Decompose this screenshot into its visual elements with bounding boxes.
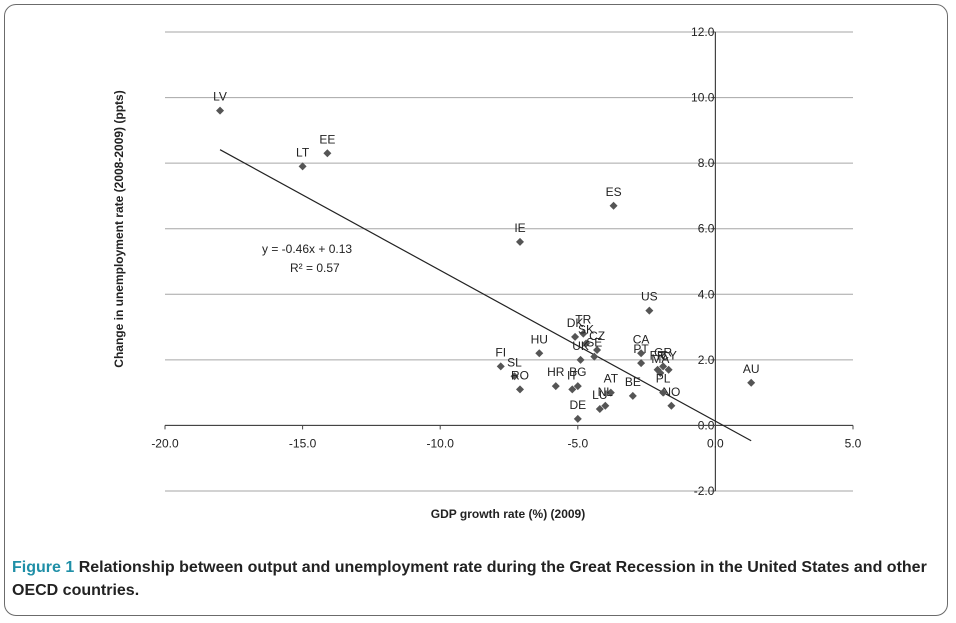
data-point	[573, 382, 582, 391]
data-point	[659, 388, 668, 397]
data-point	[571, 332, 580, 341]
data-point	[510, 372, 519, 381]
point-label: EE	[319, 132, 335, 146]
scatter-chart: -2.0 0.0 2.0 4.0 6.0 8.0 10.0 12.0 -20.0 -15.0 -1…	[112, 25, 862, 521]
y-tick-label: 8.0	[698, 156, 715, 170]
x-axis-title: GDP growth rate (%) (2009)	[431, 507, 585, 521]
point-label: LT	[296, 145, 310, 159]
point-label: AU	[743, 362, 760, 376]
point-label: LU	[592, 388, 607, 402]
data-point	[595, 405, 604, 414]
x-tick-label: -15.0	[289, 436, 317, 450]
point-label: GR	[654, 345, 672, 359]
trend-r-squared: R² = 0.57	[290, 261, 340, 275]
data-point	[601, 401, 610, 410]
point-label: SE	[586, 336, 602, 350]
data-point	[298, 162, 307, 171]
data-point	[216, 106, 225, 115]
point-label: DE	[569, 398, 586, 412]
data-point	[637, 359, 646, 368]
point-label: AT	[604, 372, 619, 386]
data-point	[747, 378, 756, 387]
x-tick-label: -10.0	[427, 436, 455, 450]
point-label: PL	[656, 372, 671, 386]
data-point	[551, 382, 560, 391]
point-label: TR	[575, 313, 591, 327]
caption-text: Relationship between output and unemploy…	[12, 559, 927, 599]
data-point	[573, 414, 582, 423]
data-point	[664, 365, 673, 374]
x-tick-label: -20.0	[151, 436, 179, 450]
gridlines	[165, 31, 853, 492]
caption-label: Figure 1	[12, 559, 75, 576]
point-label: HU	[531, 332, 548, 346]
data-point	[628, 391, 637, 400]
point-label: US	[641, 290, 658, 304]
data-point	[609, 201, 618, 210]
point-label: BG	[569, 365, 586, 379]
point-label: PT	[633, 342, 649, 356]
point-label: NL	[598, 385, 614, 399]
x-tick-label: 5.0	[845, 436, 862, 450]
x-axis: -20.0 -15.0 -10.0 -5.0 0.0 5.0	[151, 424, 862, 450]
point-label: CA	[633, 332, 650, 346]
data-point	[568, 385, 577, 394]
y-axis-title: Change in unemployment rate (2008-2009) …	[112, 90, 126, 367]
data-point	[323, 149, 332, 158]
point-label: IT	[567, 368, 578, 382]
data-point	[659, 362, 668, 371]
point-label: ES	[606, 185, 622, 199]
figure-frame	[4, 4, 948, 616]
data-point	[516, 385, 525, 394]
trend-equation: y = -0.46x + 0.13	[262, 242, 352, 256]
point-label: IE	[514, 221, 525, 235]
data-point	[579, 329, 588, 338]
point-label: LV	[213, 90, 227, 104]
data-point	[576, 355, 585, 364]
point-label: FI	[495, 345, 506, 359]
point-label: NO	[662, 385, 680, 399]
data-point	[582, 339, 591, 348]
point-label: CZ	[589, 329, 605, 343]
y-tick-label: 10.0	[691, 91, 715, 105]
data-point	[667, 401, 676, 410]
point-label: SL	[507, 355, 522, 369]
data-point	[645, 306, 654, 315]
data-point	[637, 349, 646, 358]
y-tick-label: 6.0	[698, 222, 715, 236]
x-tick-label: -5.0	[567, 436, 588, 450]
data-point	[535, 349, 544, 358]
data-point	[496, 362, 505, 371]
point-label: HR	[547, 365, 565, 379]
point-label: FR	[650, 349, 666, 363]
point-label: MA	[651, 352, 669, 366]
point-label: SK	[578, 322, 594, 336]
data-point	[590, 352, 599, 361]
figure-caption: Figure 1 Relationship between output and…	[12, 556, 942, 602]
y-tick-label: -2.0	[694, 484, 715, 498]
point-label: CY	[660, 349, 677, 363]
point-label: RO	[511, 368, 529, 382]
data-point	[656, 368, 665, 377]
data-point	[606, 388, 615, 397]
y-tick-label: 2.0	[698, 353, 715, 367]
data-point	[516, 237, 525, 246]
y-axis: -2.00.02.04.06.08.010.012.0	[691, 25, 717, 498]
point-label: BE	[625, 375, 641, 389]
x-tick-label: 0.0	[707, 436, 724, 450]
data-point	[593, 346, 602, 355]
y-tick-label: 12.0	[691, 25, 715, 39]
point-label: DK	[567, 316, 584, 330]
point-label: UK	[572, 339, 589, 353]
y-tick-label: 4.0	[698, 287, 715, 301]
